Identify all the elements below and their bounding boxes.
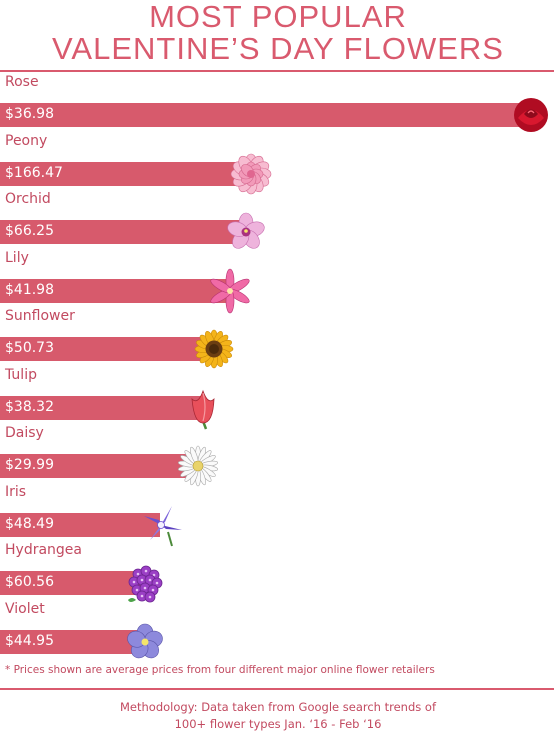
category-label: Iris [5,483,27,500]
price-label: $50.73 [5,340,54,356]
price-label: $38.32 [5,398,54,415]
price-label: $166.47 [5,164,63,181]
iris-icon [138,502,184,548]
peony-icon [228,151,274,197]
bar: $60.56 [0,571,144,595]
methodology-line2: 100+ flower types Jan. ‘16 - Feb ‘16 [174,717,382,731]
bar: $166.47 [0,161,250,186]
category-label: Orchid [5,191,51,207]
bar: $36.98 [0,103,532,127]
price-label: $36.98 [5,106,54,122]
rose-icon [508,92,554,138]
daisy-icon [175,443,221,489]
bar: $41.98 [0,278,229,303]
price-label: $60.56 [5,574,54,590]
bar: $38.32 [0,395,202,420]
tulip-icon [180,385,226,431]
methodology-line1: Methodology: Data taken from Google sear… [120,700,436,714]
bar: $50.73 [0,337,213,361]
bar: $29.99 [0,454,197,478]
violet-icon [122,619,168,665]
chart-title-line1: MOST POPULAR [149,0,407,34]
price-label: $66.25 [5,223,54,239]
chart-title-line2: VALENTINE’S DAY FLOWERS [52,31,504,66]
category-label: Rose [5,74,39,90]
price-label: $41.98 [5,281,54,298]
price-label: $48.49 [5,515,54,532]
sunflower-icon [191,326,237,372]
category-label: Daisy [5,425,44,441]
footnote: * Prices shown are average prices from f… [5,664,435,676]
lily-icon [207,268,253,314]
bottom-divider [0,688,554,690]
price-label: $29.99 [5,457,54,473]
category-label: Sunflower [5,308,75,324]
category-label: Peony [5,132,48,149]
category-label: Violet [5,600,45,617]
category-label: Tulip [5,366,37,383]
orchid-icon [223,209,269,255]
bar: $48.49 [0,512,160,537]
bar-chart: Rose $36.98 Peony $166.47 Orchid $66.25 Lily $4… [0,74,556,664]
category-label: Lily [5,249,29,266]
hydrangea-icon [122,560,168,606]
category-label: Hydrangea [5,542,82,558]
top-divider [0,70,554,72]
price-label: $44.95 [5,632,54,649]
bar: $66.25 [0,220,245,244]
bar: $44.95 [0,629,144,654]
